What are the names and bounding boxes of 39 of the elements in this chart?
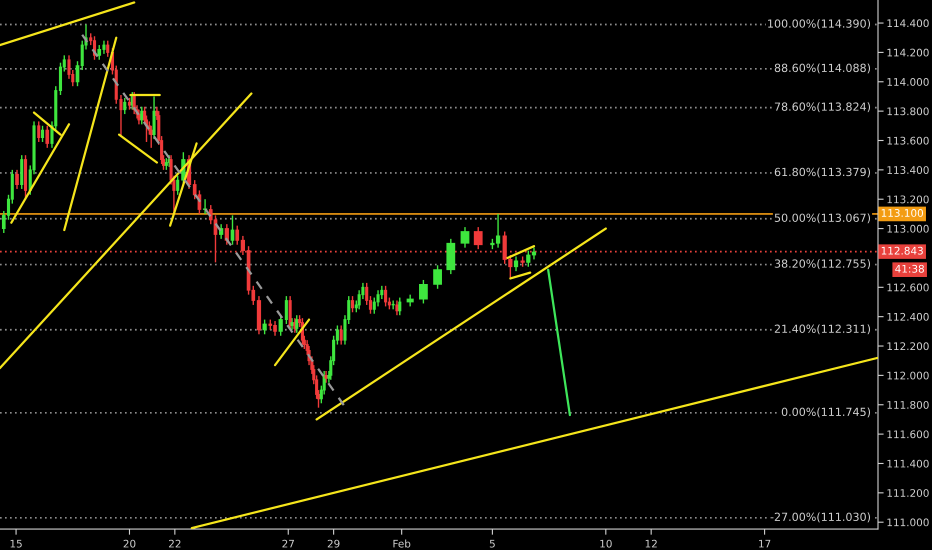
y-tick-label: 114.400 [887,19,929,28]
ref-line-label: 100.00%(114.390) [768,19,870,30]
ref-line-label: 38.20%(112.755) [774,259,870,270]
ref-line-label: 21.40%(112.311) [774,324,870,334]
y-tick-label: 112.200 [887,342,929,350]
y-tick-label: 113.600 [887,136,929,145]
y-tick-label: 111.600 [887,430,929,438]
x-tick-label: 5 [490,540,495,548]
ref-line-label: 78.60%(113.824) [774,102,870,112]
y-tick-label: 111.800 [887,400,929,409]
y-tick-label: 113.000 [887,224,929,233]
x-tick-label: 17 [759,540,770,548]
x-tick-label: 20 [124,540,136,548]
ref-line-label: 113.100 [882,209,924,217]
ref-line-label: 0.00%(111.745) [782,407,870,418]
y-tick-label: 114.000 [887,78,929,86]
y-tick-label: 112.000 [887,372,929,380]
y-tick-label: 114.200 [887,48,929,57]
ref-line-label: 50.00%(113.067) [774,213,870,224]
y-tick-label: 111.000 [887,518,929,526]
x-tick-label: 10 [600,540,612,548]
y-tick-label: 112.400 [887,312,929,321]
x-tick-label: 12 [646,540,657,548]
ref-line-label: 88.60%(114.088) [774,63,870,74]
x-tick-label: 29 [328,540,340,548]
ref-line-label: 61.80%(113.379) [774,168,870,178]
y-tick-label: 113.200 [887,195,929,204]
x-tick-label: 15 [10,540,22,548]
y-tick-label: 112.600 [887,284,929,292]
text: 41:38 [895,264,924,273]
y-tick-label: 111.200 [887,489,929,497]
y-tick-label: 111.400 [887,460,929,468]
y-tick-label: 113.800 [887,107,929,116]
ref-line-label: 112.843 [882,246,923,255]
x-tick-label: 27 [282,540,294,548]
x-tick-label: 22 [168,540,180,548]
ref-line-label: -27.00%(111.030) [770,512,870,522]
y-tick-label: 113.400 [887,166,929,174]
x-tick-label: Feb [393,540,410,548]
